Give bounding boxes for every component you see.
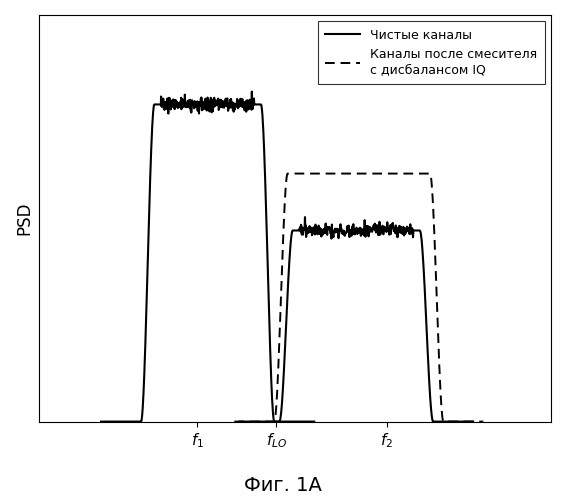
Y-axis label: PSD: PSD — [15, 202, 33, 235]
Legend: Чистые каналы, Каналы после смесителя
с дисбалансом IQ: Чистые каналы, Каналы после смесителя с … — [318, 21, 544, 84]
Text: Фиг. 1A: Фиг. 1A — [244, 476, 322, 495]
